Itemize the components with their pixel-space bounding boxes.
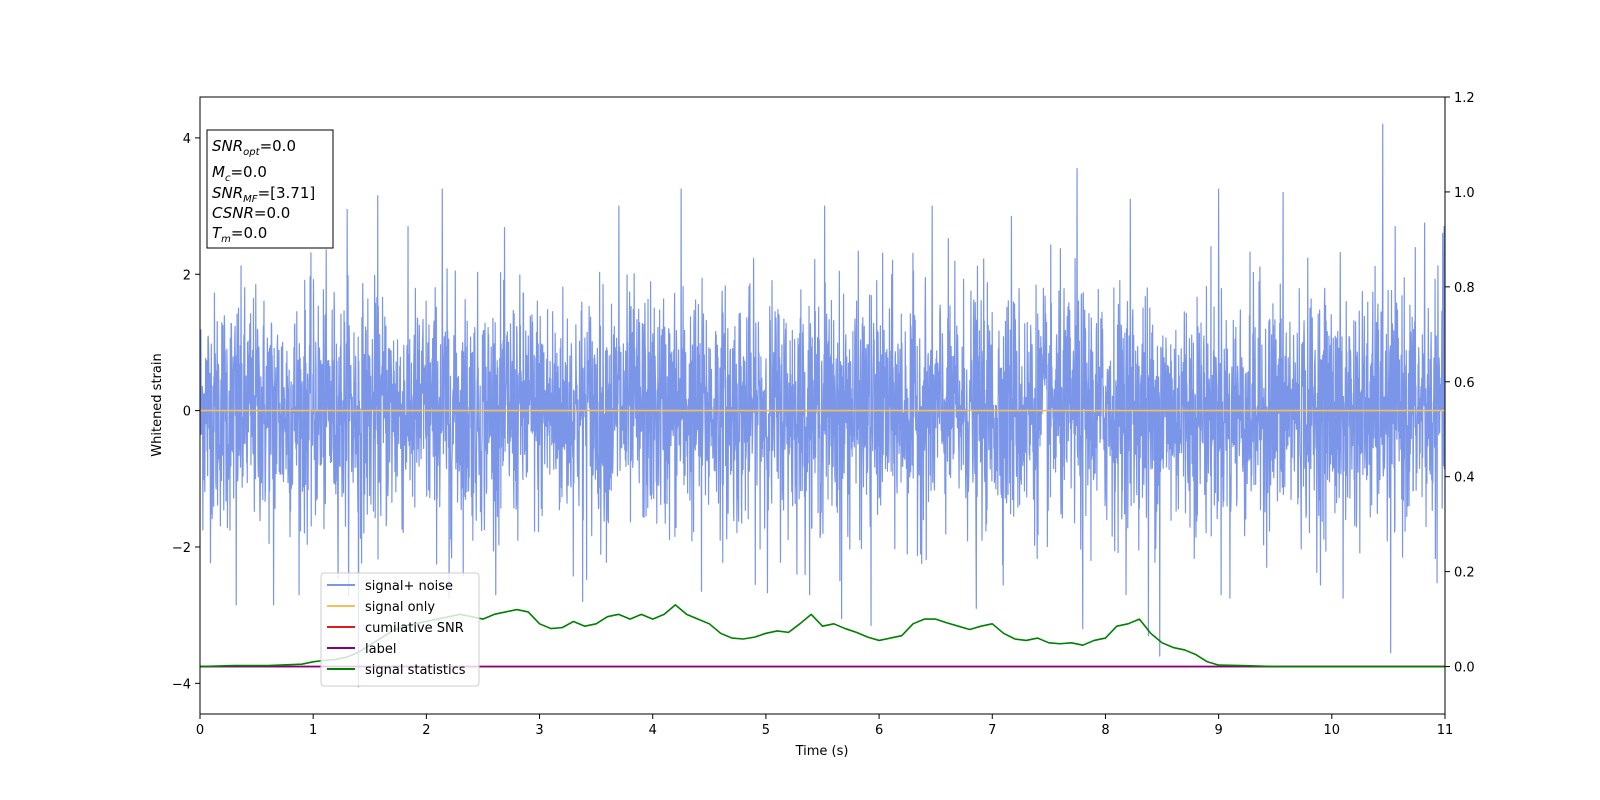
legend-entry: signal statistics	[365, 663, 466, 678]
y2-tick-label: 0.0	[1454, 661, 1475, 676]
annotation-line: Mc=0.0	[212, 163, 267, 184]
x-axis: 0 1 2 3 4 5 6 7 8 9 10 11	[196, 714, 1453, 738]
y-tick-label: 2	[183, 268, 191, 283]
x-tick-label: 11	[1437, 723, 1454, 738]
legend-entry: label	[365, 642, 396, 657]
y-tick-label: 0	[183, 405, 191, 420]
y-tick-label: −2	[172, 541, 191, 556]
legend-entry: cumilative SNR	[365, 621, 464, 636]
x-tick-label: 3	[535, 723, 543, 738]
legend-entry: signal+ noise	[365, 579, 453, 594]
annotation-value: =0.0	[231, 224, 267, 242]
plot-frame	[199, 96, 1446, 715]
y2-tick-label: 0.2	[1454, 566, 1475, 581]
legend-entry: signal only	[365, 600, 435, 615]
annotation-value: =0.0	[260, 137, 296, 155]
annotation-subscript: c	[225, 173, 231, 184]
legend-frame	[320, 572, 480, 687]
x-tick-label: 5	[762, 723, 770, 738]
annotation-subscript: m	[221, 234, 231, 245]
y-axis-label: Whitened strain	[150, 353, 165, 456]
annotation-symbol: CSNR	[212, 204, 254, 222]
y2-tick-label: 1.0	[1454, 186, 1475, 201]
annotation-line: CSNR=0.0	[212, 204, 290, 222]
x-tick-label: 10	[1324, 723, 1341, 738]
x-tick-label: 1	[309, 723, 317, 738]
legend: signal+ noise signal only cumilative SNR la…	[320, 572, 480, 687]
y-axis-left: −4 −2 0 2 4	[172, 132, 200, 692]
x-tick-label: 9	[1214, 723, 1222, 738]
x-tick-label: 0	[196, 723, 204, 738]
stats-annotation-box: SNRopt=0.0Mc=0.0SNRMF=[3.71]CSNR=0.0Tm=0…	[206, 129, 334, 249]
annotation-subscript: opt	[243, 147, 260, 158]
x-axis-label: Time (s)	[795, 744, 849, 759]
annotation-value: =0.0	[230, 163, 266, 181]
annotation-symbol: SNR	[212, 184, 243, 202]
y2-tick-label: 0.6	[1454, 376, 1475, 391]
series-line-signal-noise	[200, 123, 1445, 688]
annotation-symbol: SNR	[212, 137, 243, 155]
x-tick-label: 2	[422, 723, 430, 738]
annotation-line: SNRopt=0.0	[212, 137, 296, 158]
y-tick-label: 4	[183, 132, 191, 147]
annotation-line: SNRMF=[3.71]	[212, 184, 315, 205]
x-tick-label: 7	[988, 723, 996, 738]
annotation-value: =0.0	[254, 204, 290, 222]
annotation-value: =[3.71]	[258, 184, 316, 202]
y-tick-label: −4	[172, 677, 191, 692]
x-tick-label: 6	[875, 723, 883, 738]
y2-tick-label: 0.4	[1454, 471, 1475, 486]
annotation-symbol: M	[212, 163, 225, 181]
y-axis-right: 0.0 0.2 0.4 0.6 0.8 1.0 1.2	[1445, 91, 1475, 676]
y2-tick-label: 1.2	[1454, 91, 1475, 106]
annotation-subscript: MF	[243, 194, 258, 205]
annotation-line: Tm=0.0	[212, 224, 267, 245]
annotation-symbol: T	[212, 224, 223, 242]
y2-tick-label: 0.8	[1454, 281, 1475, 296]
x-tick-label: 8	[1101, 723, 1109, 738]
annotation-frame	[206, 129, 334, 249]
x-tick-label: 4	[649, 723, 657, 738]
